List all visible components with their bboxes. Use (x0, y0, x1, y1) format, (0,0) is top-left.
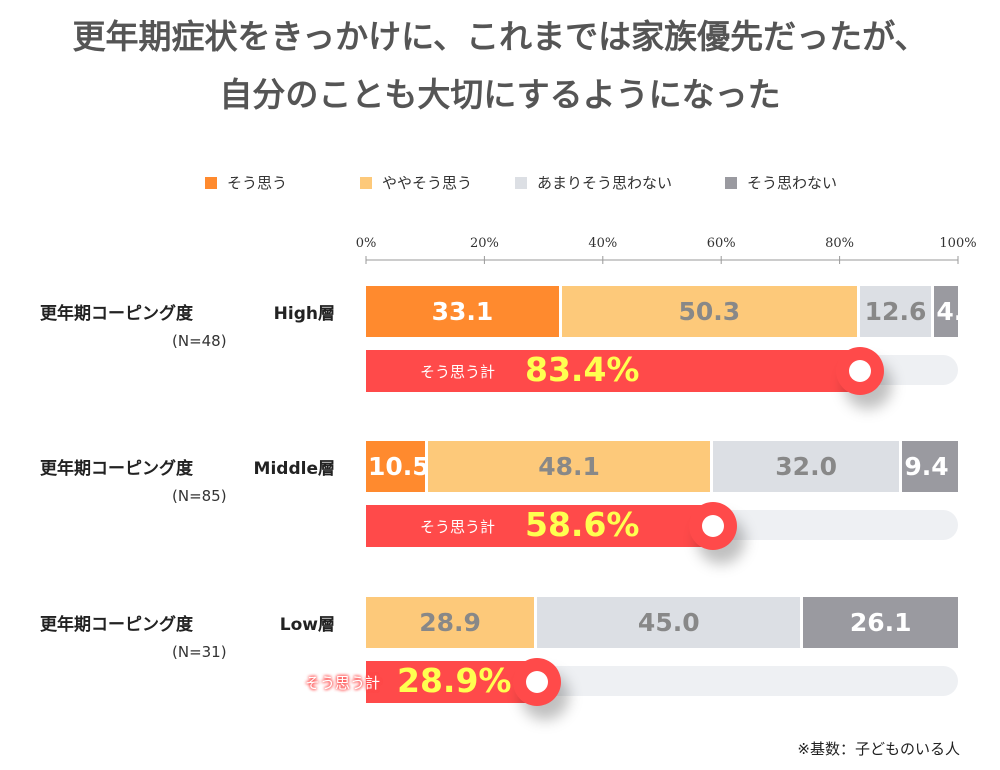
bar-segment: 45.0 (537, 597, 804, 648)
bar-segment: 10.5 (366, 441, 430, 492)
total-bar (366, 661, 538, 703)
bar-segment: 50.3 (561, 286, 860, 337)
bar-segment: 48.1 (428, 441, 713, 492)
row-n: (N=31) (172, 643, 227, 661)
total-label: そう思う計 (305, 674, 381, 692)
x-tick-label: 40% (588, 236, 618, 251)
row-label: 更年期コーピング度 (40, 459, 193, 479)
bar-segment: 12.6 (859, 286, 935, 337)
legend-swatch (360, 176, 372, 189)
bar-segment: 33.1 (366, 286, 562, 337)
x-tick-label: 60% (706, 236, 736, 251)
total-bar-knob-icon (688, 502, 737, 550)
legend: そう思う ややそう思う あまりそう思わない そう思わない (205, 172, 880, 193)
bar-segment: 32.0 (712, 441, 903, 492)
total-bar-knob-icon (835, 347, 884, 395)
x-tick-label: 20% (469, 236, 499, 251)
total-bar (366, 505, 713, 547)
row-level: High層 (273, 304, 335, 324)
row-n: (N=85) (172, 487, 227, 505)
legend-swatch (515, 176, 527, 189)
x-tick-label: 80% (825, 236, 855, 251)
bar-segment: 28.9 (366, 597, 538, 648)
total-value: 28.9% (397, 661, 512, 700)
legend-item: ややそう思う (360, 172, 515, 193)
chart-title-line1: 更年期症状をきっかけに、これまでは家族優先だったが、 (72, 17, 928, 56)
x-tick-label: 0% (355, 236, 377, 251)
bar-segment: 26.1 (803, 597, 958, 648)
legend-label: あまりそう思わない (537, 174, 673, 192)
chart-title-line2: 自分のことも大切にするようになった (219, 75, 781, 114)
legend-item: そう思わない (725, 172, 880, 193)
legend-label: そう思う (227, 174, 288, 192)
total-bar-knob-icon (513, 658, 562, 706)
bar-segment: 4.0 (934, 286, 981, 337)
row-label: 更年期コーピング度 (40, 304, 193, 324)
total-label: そう思う計 (420, 518, 496, 536)
legend-swatch (205, 176, 217, 189)
legend-item: そう思う (205, 172, 360, 193)
row-n: (N=48) (172, 332, 227, 350)
total-value: 58.6% (525, 505, 640, 544)
total-label: そう思う計 (420, 363, 496, 381)
legend-item: あまりそう思わない (515, 172, 725, 193)
row-level: Middle層 (253, 459, 335, 479)
legend-swatch (725, 176, 737, 189)
x-tick-label: 100% (939, 236, 977, 251)
row-label: 更年期コーピング度 (40, 615, 193, 635)
bar-segment: 9.4 (902, 441, 958, 492)
base-note: ※基数：子どものいる人 (797, 740, 960, 758)
row-level: Low層 (279, 615, 335, 635)
total-bar (366, 350, 860, 392)
legend-label: ややそう思う (382, 174, 473, 192)
total-value: 83.4% (525, 350, 640, 389)
legend-label: そう思わない (747, 174, 838, 192)
